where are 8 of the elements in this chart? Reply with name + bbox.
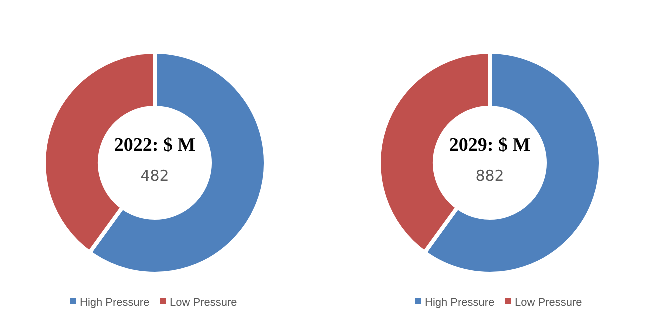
- text: 2022: $ M: [114, 135, 196, 156]
- text: 482: [140, 167, 170, 185]
- text: 2029: $ M: [449, 135, 531, 156]
- legend-label: Low Pressure: [170, 296, 238, 309]
- text: 882: [476, 167, 504, 185]
- legend-label: High Pressure: [425, 296, 495, 309]
- legend-label: High Pressure: [80, 296, 150, 309]
- legend-label: Low Pressure: [515, 296, 582, 309]
